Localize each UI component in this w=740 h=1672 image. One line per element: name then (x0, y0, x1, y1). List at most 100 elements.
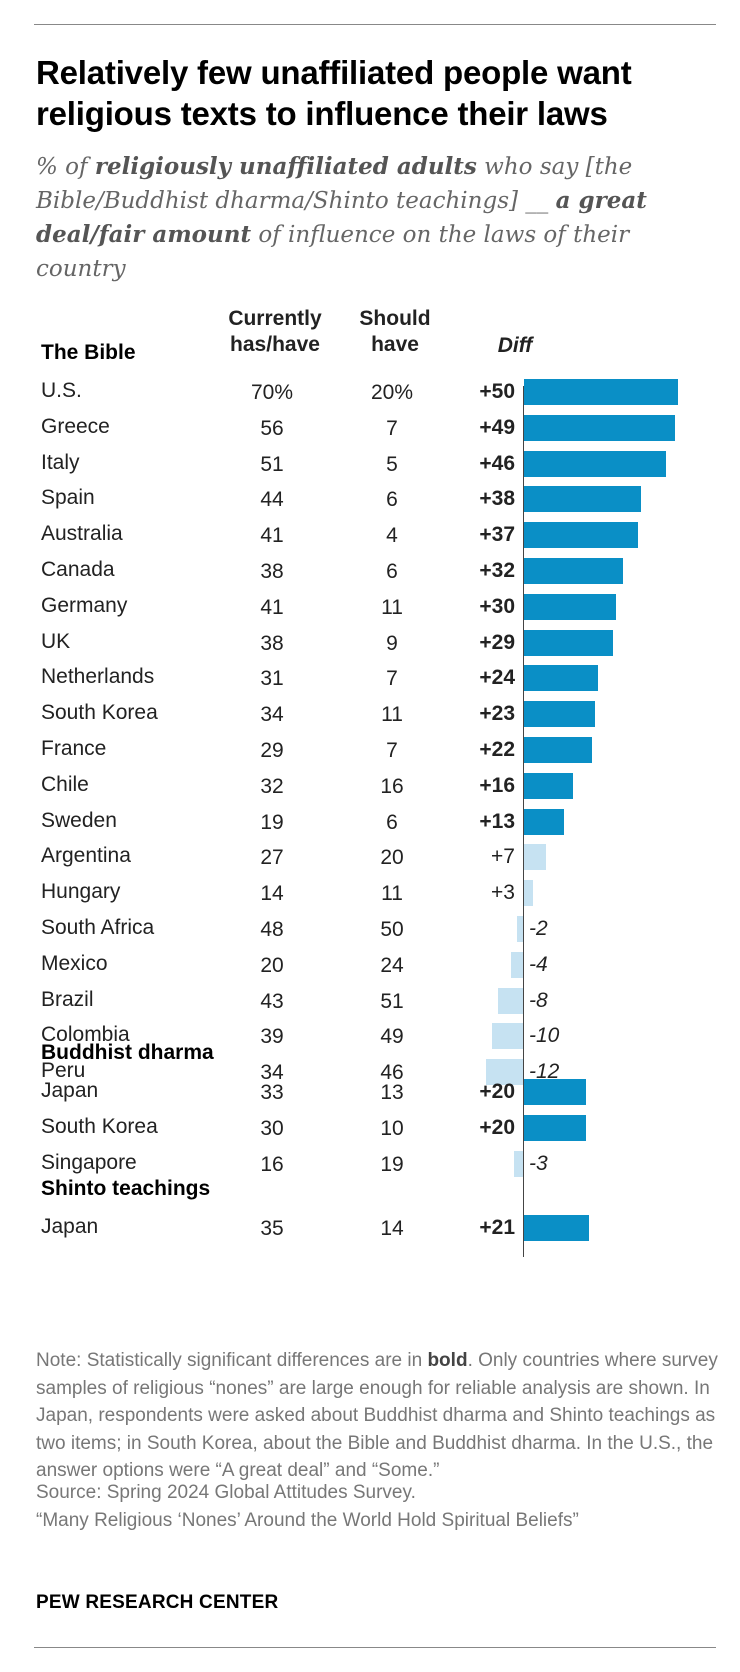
diff-bar (524, 1079, 586, 1105)
diff-label: -2 (529, 917, 548, 940)
subtitle-part1: % of (36, 154, 95, 180)
currently-value: 48 (260, 918, 284, 941)
diff-bar (510, 951, 523, 978)
column-header-currently: Currently has/have (210, 306, 340, 358)
country-label: Japan (41, 1215, 99, 1238)
column-header-should-line1: Should (359, 307, 431, 330)
currently-value: 20 (260, 953, 284, 977)
country-label: Mexico (41, 951, 108, 975)
currently-value: 34 (260, 1061, 284, 1085)
should-value: 50 (380, 918, 404, 941)
report-title: “Many Religious ‘Nones’ Around the World… (36, 1510, 579, 1531)
column-header-should-line2: have (371, 333, 419, 356)
diff-bar (524, 1114, 586, 1141)
should-value: 4 (386, 524, 398, 548)
top-rule (34, 24, 716, 25)
subtitle-bold1: religiously unaffiliated adults (94, 153, 477, 180)
should-value: 16 (380, 774, 404, 798)
country-label: Netherlands (41, 665, 155, 689)
should-value: 19 (380, 1152, 404, 1176)
diff-label: -3 (529, 1151, 548, 1175)
should-value: 7 (386, 667, 398, 691)
diff-label: +37 (479, 523, 515, 547)
diff-label: +21 (479, 1216, 515, 1239)
currently-value: 38 (260, 560, 284, 583)
country-label: Canada (41, 558, 115, 581)
currently-value: 51 (260, 452, 284, 476)
diff-label: +20 (479, 1080, 515, 1103)
diff-bar (524, 665, 598, 692)
diff-bar (498, 987, 523, 1014)
currently-value: 39 (260, 1025, 284, 1049)
currently-value: 44 (260, 488, 284, 512)
currently-value: 56 (260, 416, 284, 440)
diff-bar (524, 522, 638, 549)
diff-label: +50 (479, 380, 515, 403)
diff-bar (524, 486, 642, 513)
country-label: Peru (41, 1059, 86, 1083)
diff-label: +46 (479, 451, 515, 475)
chart-title: Relatively few unaffiliated people want … (36, 54, 632, 132)
chart-note: Note: Statistically significant differen… (36, 1347, 726, 1485)
country-label: South Korea (41, 1114, 158, 1138)
diff-label: +24 (479, 666, 515, 690)
country-label: Colombia (41, 1023, 130, 1047)
diff-bar (492, 1023, 523, 1050)
column-header-diff: Diff (497, 334, 533, 357)
currently-value: 32 (260, 774, 284, 798)
currently-value: 70% (250, 381, 294, 404)
diff-bar (524, 772, 574, 799)
country-label: U.S. (41, 379, 82, 402)
country-label: Sweden (41, 808, 117, 832)
column-header-currently-line2: has/have (230, 333, 320, 356)
diff-bar (524, 844, 546, 871)
currently-value: 38 (260, 631, 284, 655)
country-label: Brazil (41, 987, 94, 1011)
chart-subtitle: % of religiously unaffiliated adults who… (36, 150, 686, 286)
should-value: 5 (386, 452, 398, 476)
subtitle-bold2: a great deal/fair amount (36, 187, 647, 248)
diff-label: -8 (529, 988, 548, 1012)
diff-label: +29 (479, 630, 515, 654)
column-header-currently-line1: Currently (228, 307, 322, 330)
country-label: Greece (41, 414, 110, 438)
note-part2: . Only countries where survey samples of… (36, 1350, 718, 1481)
column-header-should: Should have (340, 306, 450, 358)
diff-label: +49 (479, 415, 515, 439)
diff-label: -12 (529, 1060, 560, 1084)
country-label: Singapore (41, 1150, 137, 1174)
country-label: Australia (41, 522, 123, 546)
subtitle-part3: of influence on the laws of their countr… (36, 222, 630, 282)
diff-bar (524, 1215, 589, 1241)
country-label: Chile (41, 772, 89, 796)
diff-label: +16 (479, 773, 515, 797)
diff-label: +13 (479, 809, 515, 833)
subtitle-part2: who say [the Bible/Buddhist dharma/Shint… (36, 154, 633, 214)
currently-value: 35 (260, 1217, 284, 1240)
note-part1: Note: Statistically significant differen… (36, 1350, 428, 1371)
currently-value: 19 (260, 810, 284, 834)
diff-label: -10 (529, 1024, 560, 1048)
currently-value: 29 (260, 739, 284, 762)
diff-label: +3 (491, 881, 515, 905)
currently-value: 43 (260, 989, 284, 1013)
should-value: 11 (381, 703, 403, 727)
diff-bar (524, 808, 565, 835)
currently-value: 30 (260, 1116, 284, 1140)
diff-bar (524, 558, 623, 584)
country-label: Italy (41, 450, 80, 474)
currently-value: 27 (260, 846, 284, 870)
diff-label: -4 (529, 952, 548, 976)
should-value: 49 (380, 1025, 404, 1049)
should-value: 20% (370, 381, 414, 404)
bottom-rule (34, 1647, 716, 1648)
diff-bar (524, 414, 675, 441)
should-value: 20 (380, 846, 404, 870)
currently-value: 14 (260, 882, 284, 906)
should-value: 6 (386, 560, 398, 583)
should-value: 46 (380, 1061, 404, 1085)
diff-bar (524, 593, 617, 620)
should-value: 11 (381, 882, 403, 906)
country-label: Hungary (41, 880, 121, 904)
diff-label: +7 (491, 845, 515, 869)
